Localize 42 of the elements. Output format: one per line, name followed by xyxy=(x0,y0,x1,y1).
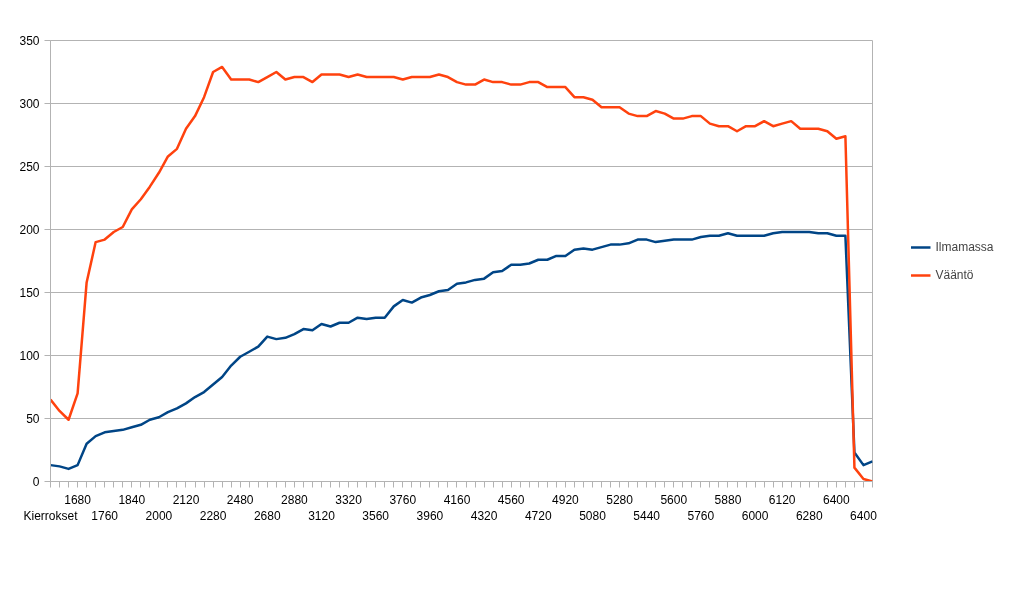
x-tick-label: 2480 xyxy=(226,492,254,507)
y-tick-label: 300 xyxy=(19,97,40,111)
x-tick-label: 4720 xyxy=(524,509,552,524)
x-tick-label: 2680 xyxy=(253,509,281,524)
x-tick-label: 5760 xyxy=(687,509,715,524)
x-tick-label: 5080 xyxy=(579,509,607,524)
y-tick-label: 50 xyxy=(26,412,40,426)
legend-label: Vääntö xyxy=(935,267,974,282)
x-tick-label: 1760 xyxy=(91,509,119,524)
x-tick-label: 6280 xyxy=(795,509,823,524)
x-tick-label: 2880 xyxy=(281,492,309,507)
x-tick-label: 5280 xyxy=(606,492,634,507)
x-tick-label: Kierrokset xyxy=(23,509,79,524)
y-tick-label: 350 xyxy=(19,34,40,48)
x-tick-label: 2000 xyxy=(145,509,173,524)
x-tick-label: 4560 xyxy=(497,492,525,507)
x-tick-label: 3560 xyxy=(362,509,390,524)
y-tick-label: 250 xyxy=(19,160,40,174)
x-tick-label: 2280 xyxy=(199,509,227,524)
x-tick-label: 1680 xyxy=(64,492,92,507)
x-tick-label: 4920 xyxy=(552,492,580,507)
y-tick-label: 0 xyxy=(32,475,40,489)
x-tick-label: 3960 xyxy=(416,509,444,524)
x-tick-label: 3760 xyxy=(389,492,417,507)
x-tick-label: 3120 xyxy=(308,509,336,524)
x-tick-label: 5880 xyxy=(714,492,742,507)
x-tick-label: 1840 xyxy=(118,492,146,507)
x-tick-label: 5440 xyxy=(633,509,661,524)
legend-label: Ilmamassa xyxy=(935,239,994,254)
x-tick-label: 6000 xyxy=(741,509,769,524)
x-tick-label: 5600 xyxy=(660,492,688,507)
x-tick-label: 4320 xyxy=(470,509,498,524)
y-tick-label: 150 xyxy=(19,286,40,300)
x-tick-label: 4160 xyxy=(443,492,471,507)
x-tick-label: 6400 xyxy=(823,492,851,507)
x-tick-label: 6400 xyxy=(850,509,878,524)
x-tick-label: 2120 xyxy=(172,492,200,507)
line-series xyxy=(50,230,873,471)
y-tick-label: 200 xyxy=(19,223,40,237)
y-tick-label: 100 xyxy=(19,349,40,363)
x-tick-label: 3320 xyxy=(335,492,363,507)
x-tick-label: 6120 xyxy=(768,492,796,507)
